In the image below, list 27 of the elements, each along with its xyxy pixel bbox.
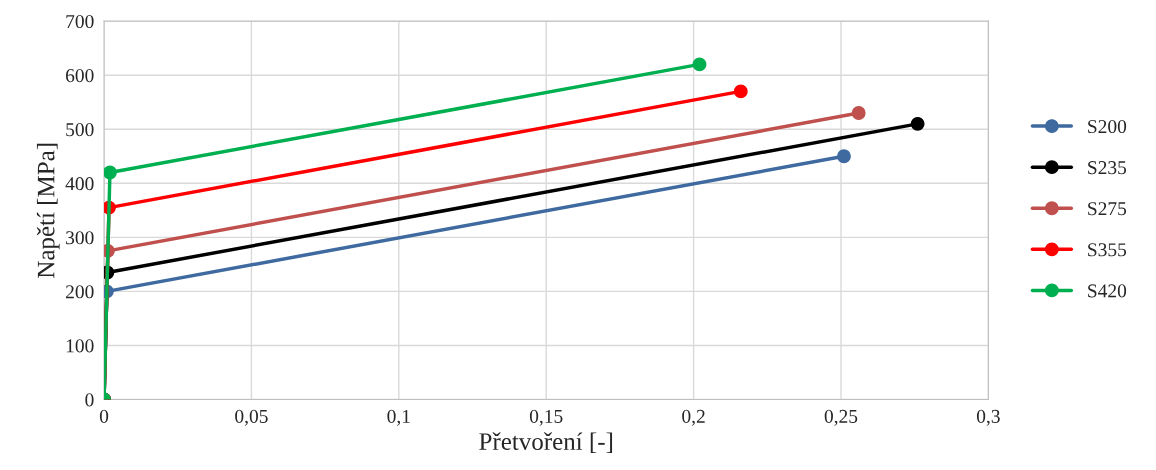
point [910, 116, 925, 131]
legend-label: S420 [1088, 284, 1127, 298]
x-tick-label: 0,15 [529, 409, 563, 426]
legend-label: S235 [1088, 161, 1127, 175]
x-axis-title: Přetvoření [-] [479, 432, 613, 454]
y-tick-label: 600 [65, 69, 94, 83]
y-tick-label: 700 [66, 14, 94, 29]
legend-label: S275 [1088, 202, 1127, 216]
x-tick-label: 0,3 [976, 409, 1000, 426]
legend-label: S355 [1088, 243, 1127, 257]
point [104, 165, 117, 180]
x-tick-label: 0 [99, 409, 109, 423]
x-tick-label: 0,2 [682, 409, 705, 426]
y-tick-label: 500 [66, 123, 94, 137]
y-tick-label: 400 [65, 177, 94, 191]
y-tick-label: 200 [66, 285, 94, 299]
x-tick-label: 0,05 [235, 409, 268, 426]
legend-label: S200 [1088, 119, 1127, 134]
point [851, 106, 866, 120]
point [692, 57, 707, 72]
y-tick-label: 0 [85, 393, 94, 407]
x-tick-label: 0,1 [387, 409, 410, 426]
y-axis-title: Napětí [MPa] [36, 143, 60, 278]
point [733, 84, 748, 99]
y-tick-label: 300 [66, 231, 94, 245]
x-tick-label: 0,25 [824, 409, 858, 426]
y-tick-label: 100 [66, 339, 94, 353]
